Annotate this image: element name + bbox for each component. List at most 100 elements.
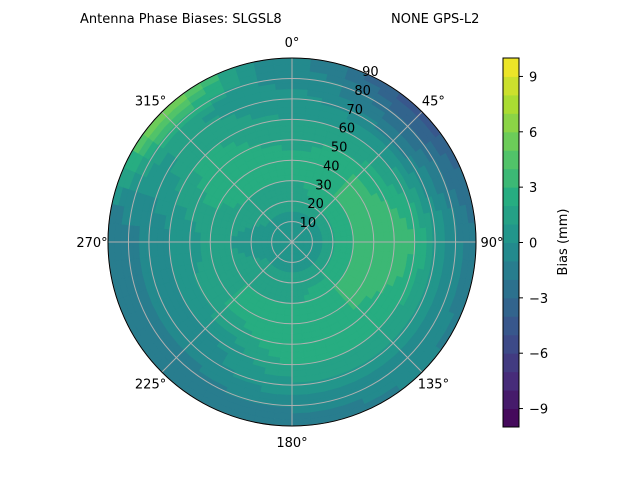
contour-cell [438, 241, 446, 259]
contour-cell [224, 241, 232, 250]
colorbar-tick-label: 3 [529, 181, 537, 196]
contour-cell [291, 357, 306, 365]
contour-cell [291, 369, 307, 378]
contour-cell [276, 100, 293, 109]
colorbar-level [503, 297, 519, 317]
colorbar-level [503, 334, 519, 354]
radial-tick-label: 20 [307, 197, 324, 212]
contour-cell [169, 241, 177, 256]
contour-cell [211, 241, 220, 251]
contour-cell [236, 235, 244, 243]
contour-cell [205, 241, 214, 252]
contour-cell [291, 333, 303, 341]
contour-cell [291, 314, 301, 323]
theta-tick-label: 45° [422, 95, 445, 110]
radial-tick-label: 50 [331, 141, 348, 156]
contour-cell [419, 241, 428, 257]
contour-cell [296, 283, 303, 292]
contour-cell [291, 388, 309, 396]
contour-cell [291, 327, 302, 335]
contour-cell [291, 82, 310, 90]
contour-cell [283, 314, 293, 323]
contour-cell [395, 230, 403, 243]
colorbar-tick-label: −6 [529, 347, 548, 362]
contour-cell [291, 351, 305, 359]
theta-tick-label: 180° [276, 436, 307, 451]
contour-cell [275, 388, 293, 396]
contour-cell [444, 224, 452, 243]
colorbar-tick-label: −9 [529, 403, 548, 418]
colorbar-level [503, 316, 519, 336]
contour-cell [291, 168, 301, 176]
contour-cell [358, 233, 366, 243]
contour-cell [275, 88, 293, 96]
contour-cell [278, 357, 293, 365]
contour-cell [407, 241, 415, 256]
contour-cell [277, 106, 293, 115]
contour-cell [444, 241, 452, 260]
contour-cell [282, 155, 293, 164]
contour-cell [287, 204, 293, 212]
contour-cell [389, 241, 397, 254]
colorbar-tick-label: 6 [529, 126, 537, 141]
contour-cell [364, 241, 373, 251]
contour-cell [291, 284, 298, 292]
contour-cell [276, 381, 293, 390]
contour-cell [291, 302, 300, 310]
theta-gridline [161, 241, 293, 373]
colorbar-level [503, 205, 519, 225]
colorbar-level [503, 390, 519, 410]
contour-cell [156, 227, 165, 243]
contour-cell [358, 241, 366, 251]
contour-cell [181, 241, 189, 254]
contour-cell [395, 241, 403, 254]
contour-cell [401, 229, 409, 243]
colorbar-tick-label: 0 [529, 237, 537, 252]
contour-cell [291, 180, 299, 188]
contour-cell [346, 235, 354, 243]
contour-cell [218, 241, 226, 251]
contour-cell [291, 125, 305, 133]
contour-cell [401, 241, 409, 255]
contour-cell [333, 231, 342, 238]
contour-cell [218, 233, 226, 243]
contour-cell [285, 180, 293, 188]
contour-cell [285, 290, 293, 298]
contour-cell [279, 125, 293, 133]
contour-cell [291, 290, 299, 298]
theta-gridline [291, 111, 423, 243]
contour-cell [291, 339, 304, 347]
contour-cell [283, 308, 293, 316]
colorbar-level [503, 131, 519, 151]
contour-cell [280, 131, 293, 139]
theta-tick-label: 0° [285, 36, 300, 51]
contour-cell [291, 137, 304, 145]
contour-cell [291, 174, 300, 182]
contour-cell [291, 308, 301, 316]
theta-tick-label: 225° [135, 377, 166, 392]
contour-cell [282, 327, 293, 335]
contour-cell [291, 186, 299, 194]
contour-cell [276, 375, 293, 384]
contour-cell [438, 225, 446, 243]
contour-cell [205, 232, 214, 243]
contour-cell [282, 149, 293, 157]
contour-cell [144, 241, 153, 258]
contour-cell [284, 174, 293, 182]
contour-cell [138, 225, 146, 243]
contour-cell [383, 231, 391, 243]
radial-tick-label: 80 [354, 84, 371, 99]
contour-cell [346, 241, 354, 249]
colorbar-ticks: −9 −6 −3 0 3 6 9 [519, 70, 548, 418]
contour-cell [291, 149, 302, 157]
contour-cell [291, 106, 307, 115]
colorbar-level [503, 408, 519, 428]
contour-cell [211, 233, 220, 243]
colorbar-level [503, 371, 519, 391]
colorbar [502, 57, 520, 428]
contour-cell [389, 230, 397, 243]
contour-cell [431, 226, 440, 243]
theta-tick-label: 315° [135, 95, 166, 110]
contour-cell [283, 161, 293, 170]
contour-cell [431, 241, 440, 258]
